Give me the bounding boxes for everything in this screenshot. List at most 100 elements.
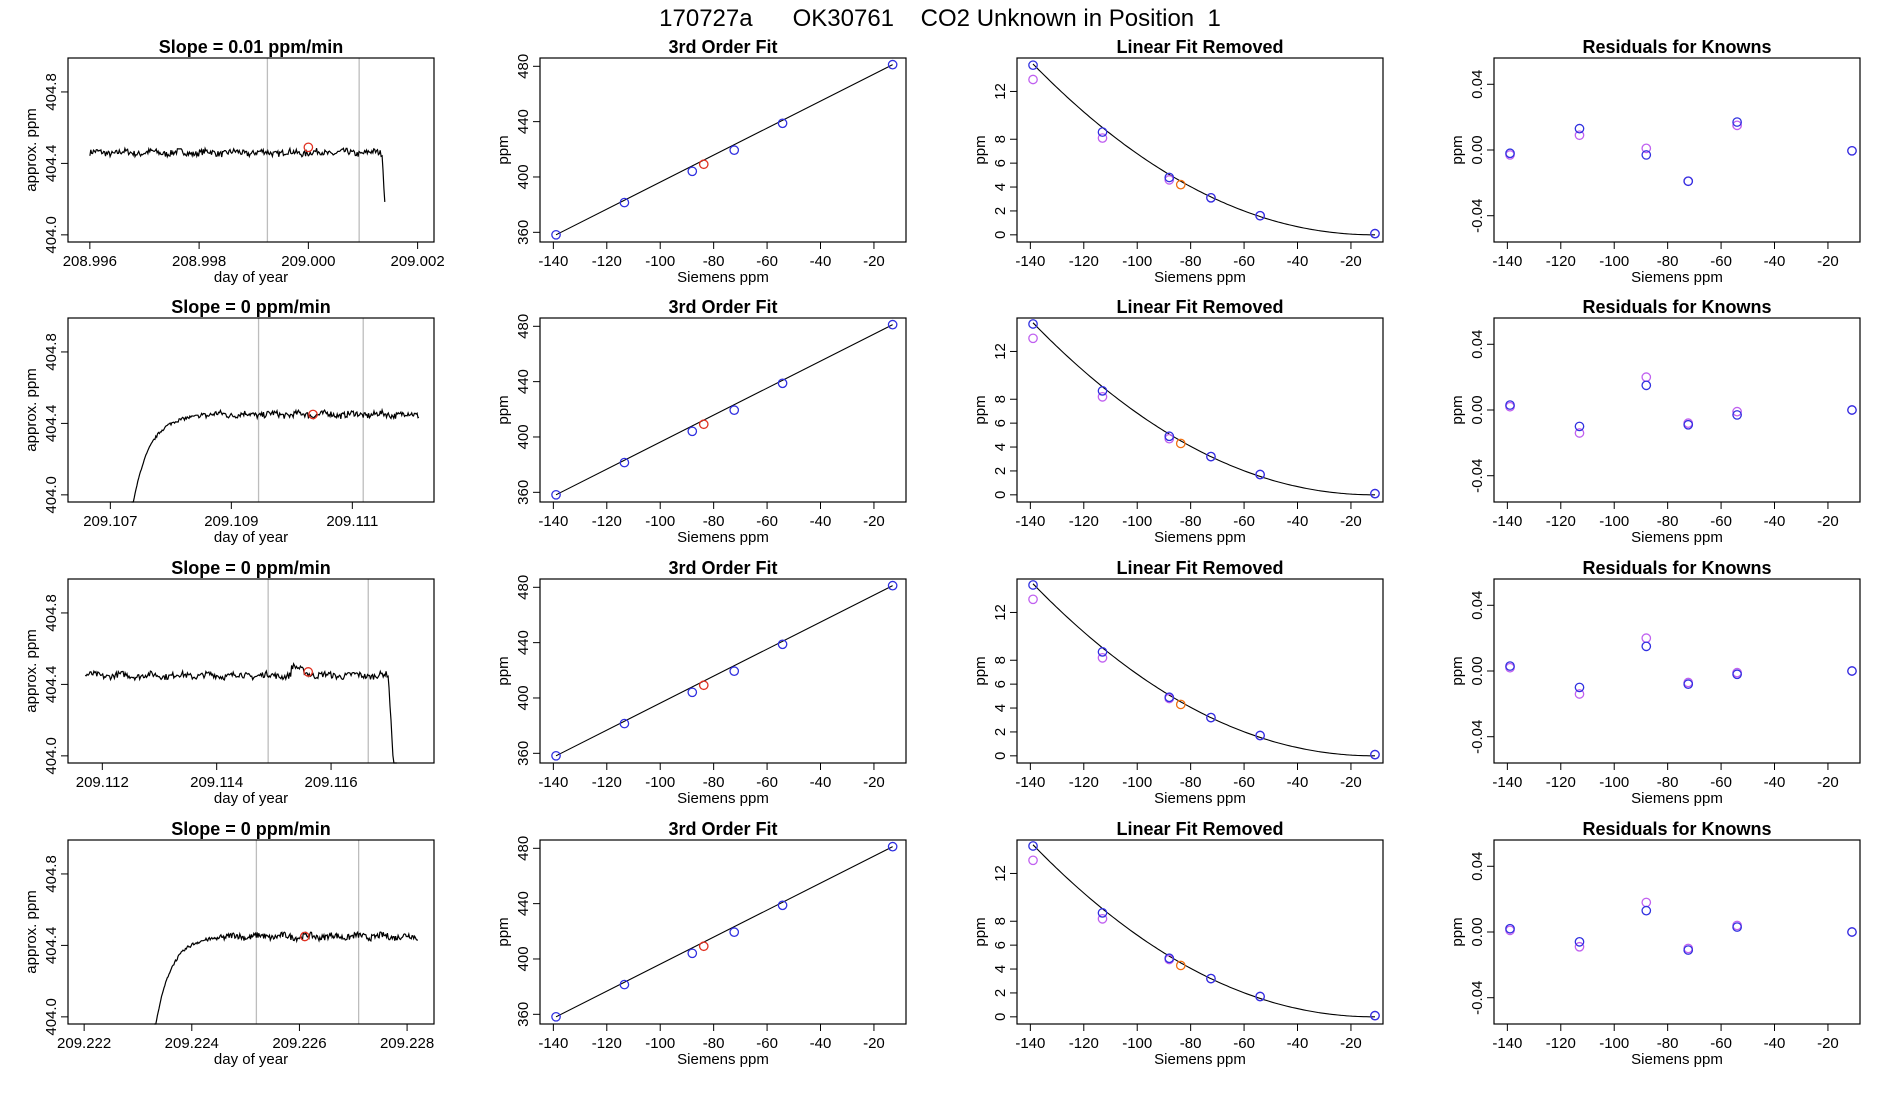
known-point (619, 197, 630, 208)
y-tick-label: 404.0 (43, 476, 60, 514)
known-point (1847, 927, 1857, 937)
known-point (1255, 210, 1265, 221)
x-tick-label: -120 (1069, 1035, 1099, 1052)
x-tick-label: -40 (1287, 253, 1309, 270)
x-tick-label: -20 (1340, 253, 1362, 270)
panel-title: Residuals for Knowns (1582, 297, 1771, 317)
x-axis-label: Siemens ppm (1631, 790, 1723, 807)
x-tick-label: -140 (538, 1035, 568, 1052)
analyzer-trace (131, 407, 420, 503)
known-point (1505, 148, 1515, 159)
x-tick-label: -60 (1233, 774, 1255, 791)
x-tick-label: 209.116 (305, 774, 358, 791)
y-tick-label: -0.04 (1469, 459, 1486, 493)
x-tick-label: -20 (1817, 253, 1839, 270)
known-point (551, 229, 561, 240)
known-point (1732, 669, 1742, 680)
plot-frame (539, 57, 907, 243)
known-point (1683, 419, 1694, 430)
y-axis-label: ppm (1449, 917, 1466, 946)
y-tick-label: 440 (515, 109, 532, 134)
y-tick-label: 4 (992, 965, 1009, 973)
x-tick-label: -140 (1492, 253, 1522, 270)
fit-curve (1032, 63, 1375, 236)
known-point (687, 687, 698, 698)
known-point (777, 639, 788, 650)
x-tick-label: -80 (703, 513, 725, 530)
y-tick-label: 404.4 (43, 405, 60, 443)
plot-frame (1493, 57, 1861, 243)
plot-frame (1493, 578, 1861, 764)
known-point (1206, 712, 1216, 723)
y-tick-label: 440 (515, 630, 532, 655)
known-point (1847, 145, 1857, 156)
known-point (1847, 666, 1857, 676)
known-point (1505, 661, 1515, 671)
x-tick-label: -60 (756, 513, 778, 530)
known-point (1641, 641, 1652, 652)
x-tick-label: 209.111 (326, 513, 378, 530)
x-tick-label: -80 (1657, 513, 1679, 530)
x-tick-label: 209.114 (190, 774, 243, 791)
known-point-alt (1574, 941, 1585, 952)
known-point (1255, 730, 1265, 741)
known-point (1164, 692, 1175, 703)
panel-title: 3rd Order Fit (668, 297, 777, 317)
y-tick-label: 360 (515, 220, 532, 245)
known-point (1255, 469, 1265, 480)
x-tick-label: -20 (1817, 774, 1839, 791)
y-tick-label: 480 (515, 836, 532, 861)
known-point (777, 118, 788, 129)
x-tick-label: -20 (1817, 513, 1839, 530)
y-tick-label: 0 (992, 752, 1009, 760)
x-tick-label: -100 (645, 513, 675, 530)
y-tick-label: 404.8 (43, 333, 60, 371)
y-tick-label: 0 (992, 231, 1009, 239)
x-tick-label: -100 (645, 1035, 675, 1052)
x-tick-label: -80 (1180, 513, 1202, 530)
y-tick-label: 8 (992, 656, 1009, 664)
y-axis-label: approx. ppm (23, 890, 40, 973)
x-tick-label: -140 (538, 774, 568, 791)
x-tick-label: -40 (810, 1035, 832, 1052)
y-tick-label: 400 (515, 164, 532, 189)
y-tick-label: 440 (515, 891, 532, 916)
y-tick-label: 0.04 (1469, 330, 1486, 359)
known-point (551, 750, 561, 761)
y-tick-label: 400 (515, 424, 532, 449)
y-tick-label: 480 (515, 314, 532, 339)
x-tick-label: -120 (592, 253, 622, 270)
y-tick-label: 2 (992, 207, 1009, 215)
panel-r4c2: 3rd Order Fit -140 -120 -100 -80 -60 -40 -20 360… (495, 819, 907, 1068)
x-tick-label: -20 (1340, 774, 1362, 791)
x-tick-label: -40 (1287, 513, 1309, 530)
y-tick-label: 12 (992, 865, 1009, 882)
y-tick-label: 440 (515, 369, 532, 394)
x-tick-label: -20 (863, 774, 885, 791)
x-axis-label: Siemens ppm (1631, 1051, 1723, 1068)
x-tick-label: 209.222 (57, 1035, 111, 1052)
known-point (687, 426, 698, 437)
known-point-alt (1574, 689, 1585, 699)
x-axis-label: Siemens ppm (677, 790, 769, 807)
x-tick-label: -120 (592, 1035, 622, 1052)
y-axis-label: ppm (1449, 135, 1466, 164)
known-point (1732, 410, 1742, 420)
y-tick-label: 0.04 (1469, 852, 1486, 881)
known-point (1164, 172, 1175, 183)
x-tick-label: -140 (538, 513, 568, 530)
known-point (1164, 953, 1175, 964)
known-point (551, 489, 561, 500)
x-axis-label: Siemens ppm (1154, 269, 1246, 286)
x-axis-label: Siemens ppm (1154, 1051, 1246, 1068)
known-point (1028, 60, 1038, 71)
known-point (687, 948, 698, 959)
known-point (619, 979, 630, 990)
page-title: 170727a OK30761 CO2 Unknown in Position … (659, 5, 1221, 32)
y-tick-label: 12 (992, 343, 1009, 360)
x-axis-label: Siemens ppm (1631, 269, 1723, 286)
plot-frame (67, 839, 435, 1025)
y-tick-label: 404.0 (43, 216, 60, 254)
x-tick-label: -40 (810, 774, 832, 791)
analyzer-trace (84, 662, 397, 764)
